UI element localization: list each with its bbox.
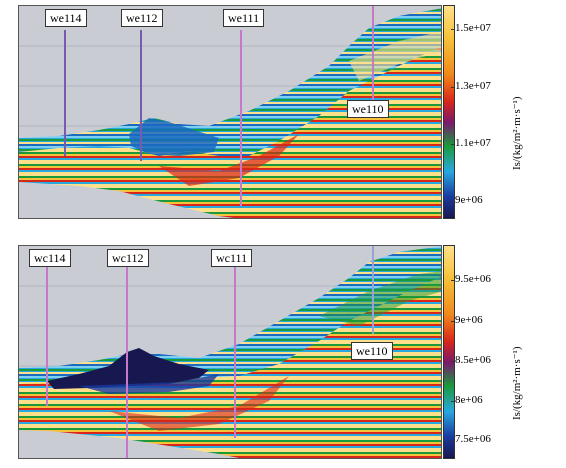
colorbar-tick: 9e+06 [451,194,483,206]
colorbar-bottom [443,245,455,459]
colorbar-unit: Is/(kg/m²·m·s⁻¹) [511,346,523,420]
seismic-section-bottom: wc114 wc112 wc111 we110 [18,245,442,459]
well-label: we114 [45,9,87,27]
colorbar-unit: Is/(kg/m²·m·s⁻¹) [511,96,523,170]
well-label: we110 [347,100,389,118]
impedance-section-top [19,6,441,218]
seismic-section-top: we114 we112 we111 we110 [18,5,442,219]
well-label: we112 [121,9,163,27]
strata-lower-top [19,14,441,218]
colorbar-tick: 8.5e+06 [451,354,491,366]
colorbar-tick: 1.1e+07 [451,137,491,149]
impedance-section-bottom [19,246,441,458]
well-label: we111 [223,9,265,27]
strata-upper-top [19,8,441,156]
colorbar-top [443,5,455,219]
colorbar-tick: 1.3e+07 [451,80,491,92]
colorbar-tick: 7.5e+06 [451,433,491,445]
well-label: we110 [351,342,393,360]
well-label: wc112 [107,249,149,267]
well-label: wc114 [29,249,71,267]
colorbar-tick: 9.5e+06 [451,273,491,285]
anomaly-top [129,118,219,156]
colorbar-tick: 9e+06 [451,314,483,326]
colorbar-tick: 8e+06 [451,394,483,406]
well-label: wc111 [211,249,253,267]
colorbar-tick: 1.5e+07 [451,22,491,34]
